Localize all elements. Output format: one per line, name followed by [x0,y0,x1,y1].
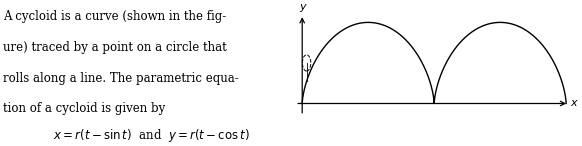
Text: rolls along a line. The parametric equa-: rolls along a line. The parametric equa- [3,72,239,85]
Text: tion of a cycloid is given by: tion of a cycloid is given by [3,102,165,115]
Text: A cycloid is a curve (shown in the fig-: A cycloid is a curve (shown in the fig- [3,10,226,23]
Text: $y$: $y$ [299,2,308,14]
Text: $x$: $x$ [570,99,579,108]
Text: $x = r(t-\sin t)$  and  $y = r(t-\cos t)$: $x = r(t-\sin t)$ and $y = r(t-\cos t)$ [53,127,250,144]
Text: ure) traced by a point on a circle that: ure) traced by a point on a circle that [3,41,226,54]
